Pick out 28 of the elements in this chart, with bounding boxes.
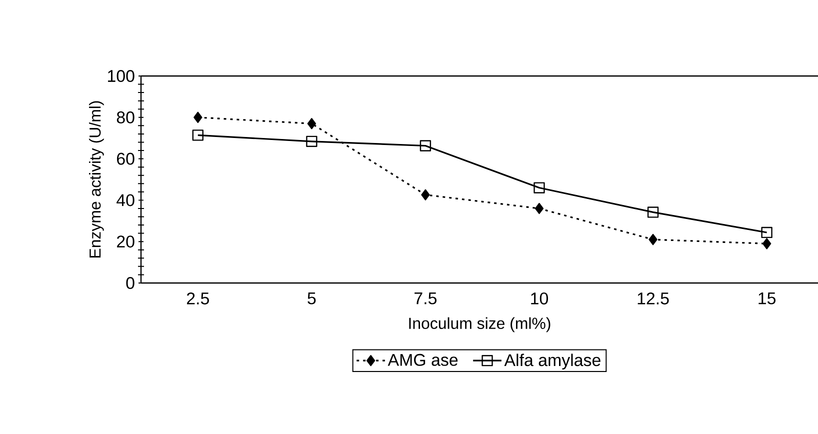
legend-label: AMG ase bbox=[388, 354, 458, 366]
point bbox=[420, 140, 432, 152]
x-axis-title: Inoculum size (ml%) bbox=[409, 317, 550, 332]
point bbox=[648, 234, 658, 246]
point bbox=[762, 238, 772, 250]
x-tick-label: 7.5 bbox=[414, 292, 437, 304]
x-tick-label: 10 bbox=[531, 292, 548, 304]
point bbox=[194, 112, 202, 123]
y-axis-title: Enzyme activity (U/ml) bbox=[89, 101, 104, 258]
x-tick-label: 12.5 bbox=[638, 292, 669, 304]
y-tick-label: 100 bbox=[108, 70, 134, 82]
point bbox=[307, 118, 316, 130]
point bbox=[192, 130, 204, 141]
point bbox=[421, 189, 430, 200]
y-tick-label: 60 bbox=[117, 152, 134, 165]
point bbox=[534, 202, 544, 214]
point bbox=[647, 206, 659, 218]
y-tick-label: 0 bbox=[126, 276, 134, 289]
y-tick-label: 40 bbox=[116, 194, 134, 206]
point bbox=[534, 182, 545, 194]
point bbox=[306, 136, 318, 147]
x-tick-label: 15 bbox=[758, 292, 776, 304]
x-tick-label: 5 bbox=[308, 292, 316, 304]
y-tick-label: 20 bbox=[117, 236, 134, 248]
point bbox=[761, 226, 772, 238]
y-tick-label: 80 bbox=[116, 111, 134, 124]
legend-label: Alfa amylase bbox=[504, 354, 600, 370]
x-tick-label: 2.5 bbox=[186, 292, 209, 304]
